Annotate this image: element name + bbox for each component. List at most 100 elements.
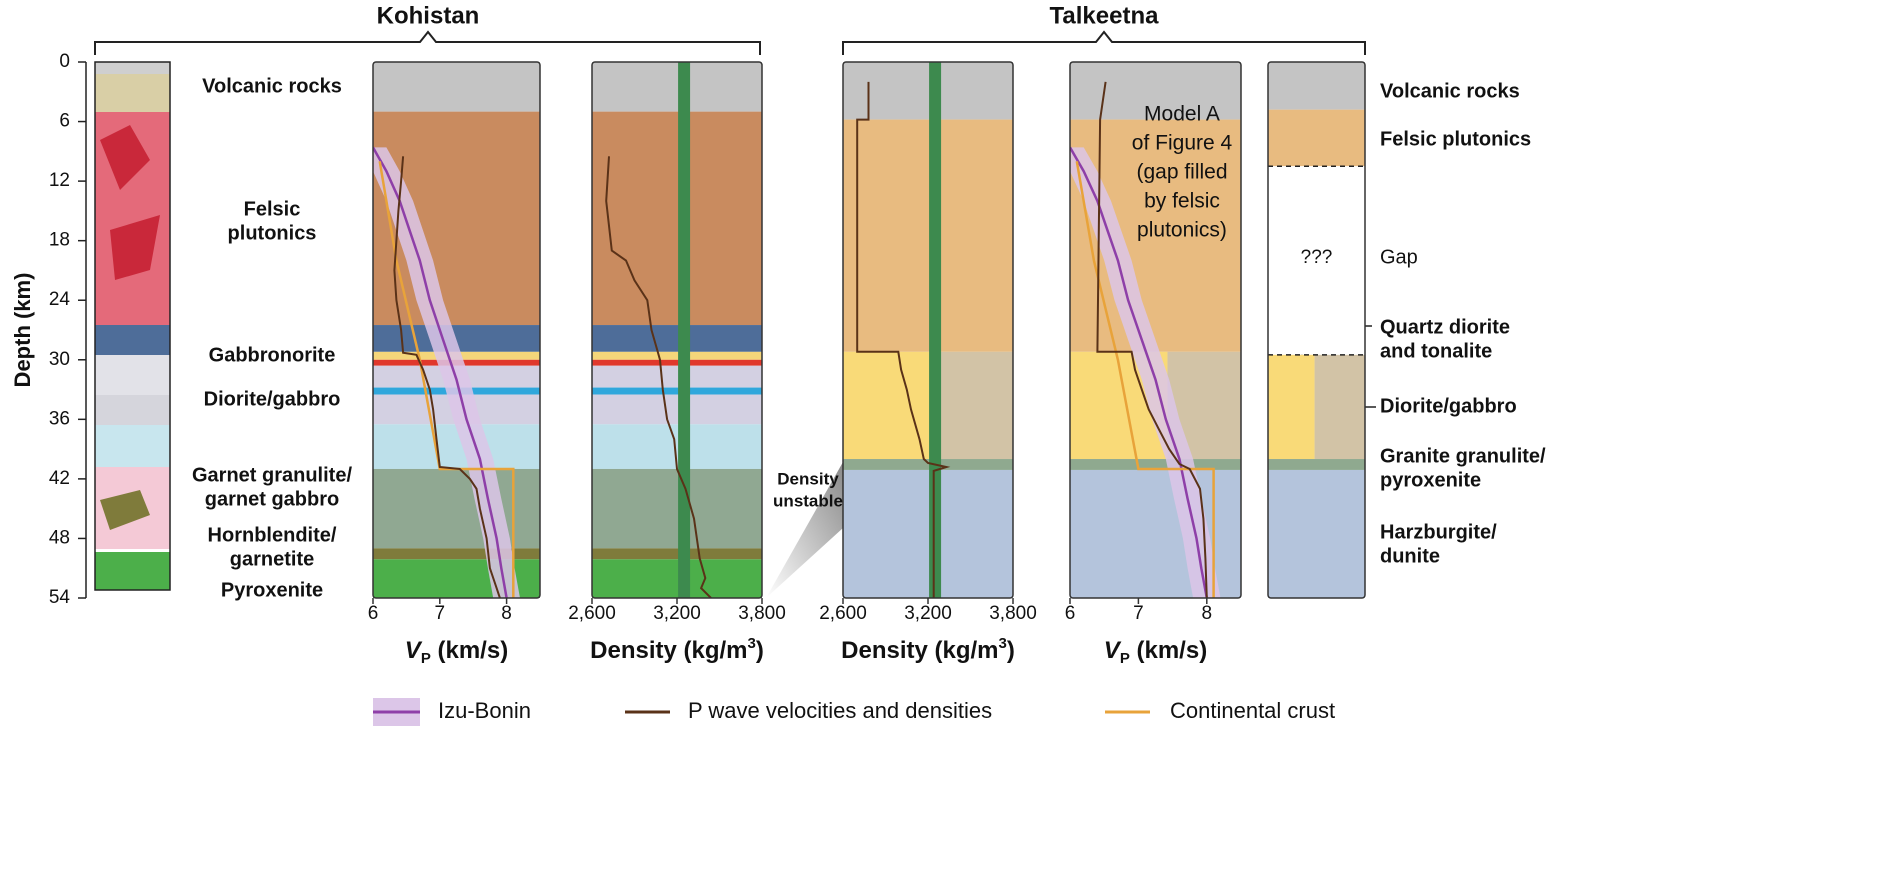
panel bbox=[360, 62, 540, 598]
x-tick-label: 3,200 bbox=[904, 603, 952, 624]
layer bbox=[940, 352, 1013, 459]
section-title: Kohistan bbox=[377, 2, 480, 29]
layer-label: Garnet granulite/ bbox=[192, 464, 352, 486]
annotation: Density bbox=[777, 469, 839, 488]
annotation: (gap filled bbox=[1136, 161, 1227, 184]
layer bbox=[373, 548, 540, 559]
layer-label: Diorite/gabbro bbox=[204, 388, 341, 410]
layer-label: Hornblendite/ bbox=[208, 524, 337, 546]
panel bbox=[592, 62, 762, 598]
layer bbox=[592, 395, 762, 425]
x-axis-label-part: 3 bbox=[748, 635, 756, 652]
y-axis-label: Depth (km) bbox=[10, 273, 35, 388]
layer bbox=[373, 469, 540, 548]
y-tick-label: 18 bbox=[49, 230, 70, 251]
y-tick-label: 6 bbox=[59, 111, 70, 132]
x-tick-label: 6 bbox=[1065, 603, 1076, 624]
x-axis-label-part: 3 bbox=[999, 635, 1007, 652]
layer-label: Granite granulite/ bbox=[1380, 445, 1546, 467]
layer bbox=[592, 352, 762, 360]
layer-label: Volcanic rocks bbox=[1380, 80, 1520, 102]
layer bbox=[592, 325, 762, 352]
x-tick-label: 3,800 bbox=[738, 603, 786, 624]
x-axis-label-part: Density (kg/m bbox=[841, 637, 998, 664]
x-axis-label: VP (km/s) bbox=[405, 637, 508, 667]
layer bbox=[592, 360, 762, 366]
x-axis-label-part: (km/s) bbox=[431, 637, 508, 664]
legend-label: Izu-Bonin bbox=[438, 698, 531, 723]
layer bbox=[592, 388, 762, 395]
x-tick-label: 3,800 bbox=[989, 603, 1037, 624]
y-tick-label: 54 bbox=[49, 587, 71, 608]
x-axis-label-part: ) bbox=[1007, 637, 1015, 664]
y-tick-label: 36 bbox=[49, 408, 70, 429]
layer-label: Volcanic rocks bbox=[202, 75, 342, 97]
talkeetna-bracket bbox=[843, 32, 1365, 55]
x-axis-label: Density (kg/m3) bbox=[590, 635, 764, 664]
x-axis-label-part: Density (kg/m bbox=[590, 637, 747, 664]
layer bbox=[1268, 459, 1365, 470]
annotation: of Figure 4 bbox=[1132, 132, 1233, 155]
x-tick-label: 7 bbox=[1133, 603, 1144, 624]
layer-label: dunite bbox=[1380, 545, 1440, 567]
gap-column bbox=[1268, 62, 1365, 598]
layer-label: Quartz diorite bbox=[1380, 316, 1510, 338]
layer bbox=[592, 548, 762, 559]
annotation: unstable bbox=[773, 491, 843, 510]
y-tick-label: 0 bbox=[59, 51, 70, 72]
x-tick-label: 6 bbox=[368, 603, 379, 624]
layer-label: pyroxenite bbox=[1380, 469, 1481, 491]
y-tick-label: 30 bbox=[49, 349, 70, 370]
y-tick-label: 42 bbox=[49, 468, 70, 489]
x-tick-label: 2,600 bbox=[819, 603, 867, 624]
layer bbox=[373, 424, 540, 469]
section-title: Talkeetna bbox=[1050, 2, 1160, 29]
x-tick-label: 2,600 bbox=[568, 603, 616, 624]
x-axis-label-part: P bbox=[421, 650, 431, 667]
layer bbox=[843, 352, 940, 459]
y-tick-label: 48 bbox=[49, 527, 70, 548]
y-tick-label: 12 bbox=[49, 170, 70, 191]
x-tick-label: 3,200 bbox=[653, 603, 701, 624]
x-axis-label-part: P bbox=[1120, 650, 1130, 667]
x-axis-label: Density (kg/m3) bbox=[841, 635, 1015, 664]
layer-label: Harzburgite/ bbox=[1380, 521, 1497, 543]
layer-label: Felsic bbox=[244, 198, 301, 220]
mantle-density-line bbox=[929, 62, 941, 598]
layer bbox=[592, 366, 762, 388]
layer bbox=[1268, 62, 1365, 110]
layer bbox=[592, 112, 762, 325]
layer-label: and tonalite bbox=[1380, 340, 1492, 362]
kohistan-bracket bbox=[95, 32, 760, 55]
layer bbox=[1268, 110, 1365, 167]
x-axis-label-part: (km/s) bbox=[1130, 637, 1207, 664]
x-axis-label-part: ) bbox=[756, 637, 764, 664]
x-axis-label: VP (km/s) bbox=[1104, 637, 1207, 667]
stratigraphic-column bbox=[95, 62, 170, 590]
layer bbox=[843, 120, 1013, 352]
layer bbox=[373, 62, 540, 112]
legend-label: P wave velocities and densities bbox=[688, 698, 992, 723]
layer bbox=[1268, 355, 1315, 459]
annotation: plutonics) bbox=[1137, 219, 1227, 242]
y-tick-label: 24 bbox=[49, 289, 71, 310]
layer bbox=[1315, 355, 1365, 459]
layer-label: Gap bbox=[1380, 246, 1418, 268]
annotation: Model A bbox=[1144, 103, 1220, 126]
layer bbox=[843, 470, 1013, 598]
layer-label: garnetite bbox=[230, 548, 314, 570]
layer-label: garnet gabbro bbox=[205, 488, 339, 510]
panel bbox=[843, 62, 1013, 598]
annotation: by felsic bbox=[1144, 190, 1220, 213]
layer-label: Pyroxenite bbox=[221, 579, 323, 601]
x-tick-label: 7 bbox=[435, 603, 446, 624]
legend-label: Continental crust bbox=[1170, 698, 1335, 723]
layer bbox=[592, 62, 762, 112]
layer bbox=[843, 459, 1013, 470]
figure: Kohistan Talkeetna 061218243036424854Dep… bbox=[0, 0, 1895, 878]
layer bbox=[1268, 470, 1365, 598]
layer-label: Felsic plutonics bbox=[1380, 128, 1531, 150]
layer bbox=[592, 559, 762, 598]
x-tick-label: 8 bbox=[1202, 603, 1213, 624]
x-tick-label: 8 bbox=[501, 603, 512, 624]
